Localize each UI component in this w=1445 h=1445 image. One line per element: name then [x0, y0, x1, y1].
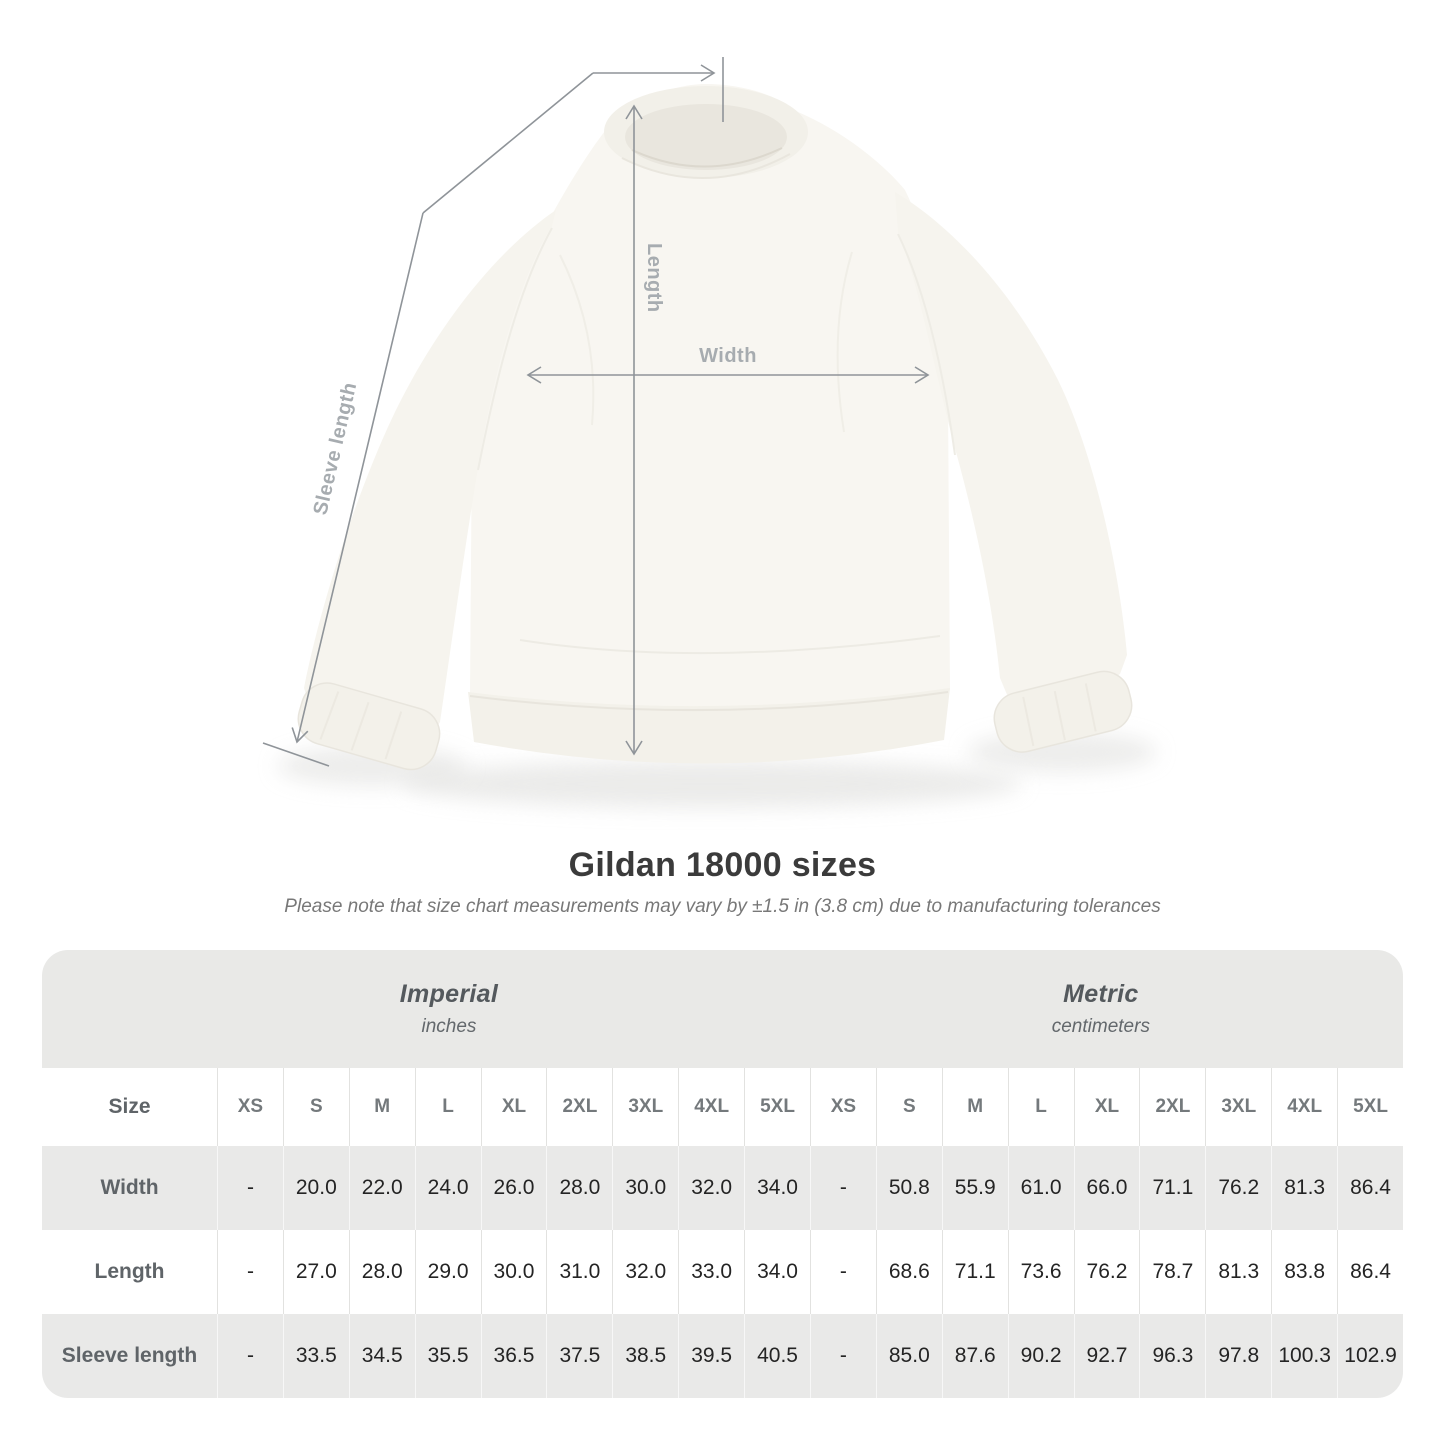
- width-label: Width: [699, 345, 757, 367]
- size-table-grid: Size XS S M L XL 2XL 3XL 4XL 5XL XS S M L XL 2XL 3XL 4XL 5…: [42, 1068, 1403, 1398]
- tolerance-note: Please note that size chart measurements…: [284, 896, 1161, 917]
- size-header: L: [414, 1068, 481, 1146]
- unit-group-imperial: Imperial inches: [400, 980, 498, 1038]
- cell-value: 26.0: [480, 1146, 547, 1230]
- cell-value: 81.3: [1205, 1230, 1272, 1314]
- cell-value: 37.5: [546, 1314, 613, 1398]
- size-header: M: [348, 1068, 415, 1146]
- cell-value: 31.0: [546, 1230, 613, 1314]
- cell-value: 38.5: [612, 1314, 679, 1398]
- cell-value: 78.7: [1139, 1230, 1206, 1314]
- size-header: 3XL: [612, 1068, 679, 1146]
- cell-value: 100.3: [1271, 1314, 1338, 1398]
- sleeve-length-label: Sleeve length: [309, 380, 361, 517]
- cell-value: 96.3: [1139, 1314, 1206, 1398]
- size-header: L: [1007, 1068, 1074, 1146]
- cell-value: 50.8: [875, 1146, 942, 1230]
- cell-value: -: [217, 1146, 283, 1230]
- cell-value: 90.2: [1007, 1314, 1074, 1398]
- cell-value: 39.5: [678, 1314, 745, 1398]
- size-header: XL: [480, 1068, 547, 1146]
- cell-value: -: [217, 1230, 283, 1314]
- row-label: Width: [42, 1146, 217, 1230]
- cell-value: 27.0: [282, 1230, 349, 1314]
- right-cuff: [993, 670, 1133, 753]
- cell-value: -: [809, 1314, 876, 1398]
- cell-value: 34.0: [744, 1146, 810, 1230]
- cell-value: 30.0: [612, 1146, 679, 1230]
- cell-value: 29.0: [414, 1230, 481, 1314]
- cell-value: -: [217, 1314, 283, 1398]
- cell-value: 66.0: [1073, 1146, 1140, 1230]
- size-header: 2XL: [1139, 1068, 1206, 1146]
- cell-value: 33.0: [678, 1230, 745, 1314]
- size-header: 4XL: [678, 1068, 745, 1146]
- cell-value: 35.5: [414, 1314, 481, 1398]
- size-column-header: Size: [42, 1068, 217, 1146]
- size-header: 5XL: [1337, 1068, 1403, 1146]
- cell-value: 61.0: [1007, 1146, 1074, 1230]
- cell-value: 86.4: [1337, 1230, 1403, 1314]
- cell-value: 32.0: [678, 1146, 745, 1230]
- page-title: Gildan 18000 sizes: [568, 846, 877, 884]
- sweatshirt-diagram: Length Width Sleeve length: [262, 57, 1157, 808]
- size-header: XS: [217, 1068, 283, 1146]
- size-header: S: [282, 1068, 349, 1146]
- size-header: 2XL: [546, 1068, 613, 1146]
- size-table: Imperial inches Metric centimeters Size X…: [42, 950, 1403, 1398]
- cell-value: 22.0: [348, 1146, 415, 1230]
- cell-value: 83.8: [1271, 1230, 1338, 1314]
- unit-group-metric: Metric centimeters: [1052, 980, 1150, 1038]
- cell-value: 73.6: [1007, 1230, 1074, 1314]
- cell-value: 20.0: [282, 1146, 349, 1230]
- cell-value: 28.0: [348, 1230, 415, 1314]
- unit-group-unit: centimeters: [1051, 1016, 1150, 1037]
- size-header: XS: [809, 1068, 876, 1146]
- sleeve-measure-line-upper: [422, 72, 594, 214]
- cell-value: -: [809, 1146, 876, 1230]
- size-header: 4XL: [1271, 1068, 1338, 1146]
- cell-value: 97.8: [1205, 1314, 1272, 1398]
- cell-value: 30.0: [480, 1230, 547, 1314]
- cell-value: 24.0: [414, 1146, 481, 1230]
- cell-value: 92.7: [1073, 1314, 1140, 1398]
- size-header: S: [875, 1068, 942, 1146]
- size-header: M: [941, 1068, 1008, 1146]
- cell-value: 68.6: [875, 1230, 942, 1314]
- size-header: 5XL: [744, 1068, 810, 1146]
- cell-value: 36.5: [480, 1314, 547, 1398]
- measurement-lines: [262, 57, 930, 767]
- cell-value: 81.3: [1271, 1146, 1338, 1230]
- length-label: Length: [643, 243, 665, 313]
- cell-value: -: [809, 1230, 876, 1314]
- unit-group-name: Imperial: [399, 980, 499, 1008]
- cell-value: 76.2: [1073, 1230, 1140, 1314]
- size-header: XL: [1073, 1068, 1140, 1146]
- unit-group-name: Metric: [1063, 980, 1139, 1008]
- row-label: Sleeve length: [42, 1314, 217, 1398]
- sweatshirt-image: [297, 84, 1133, 771]
- cell-value: 34.0: [744, 1230, 810, 1314]
- cell-value: 28.0: [546, 1146, 613, 1230]
- cell-value: 102.9: [1337, 1314, 1403, 1398]
- row-label: Length: [42, 1230, 217, 1314]
- cell-value: 87.6: [941, 1314, 1008, 1398]
- cell-value: 76.2: [1205, 1146, 1272, 1230]
- size-header: 3XL: [1205, 1068, 1272, 1146]
- left-cuff: [297, 682, 441, 771]
- sleeve-measure-line-lower: [291, 212, 424, 744]
- sleeve-end-tick: [262, 742, 330, 767]
- cell-value: 86.4: [1337, 1146, 1403, 1230]
- cell-value: 32.0: [612, 1230, 679, 1314]
- cell-value: 55.9: [941, 1146, 1008, 1230]
- cell-value: 85.0: [875, 1314, 942, 1398]
- unit-group-unit: inches: [421, 1016, 477, 1037]
- cell-value: 33.5: [282, 1314, 349, 1398]
- cell-value: 40.5: [744, 1314, 810, 1398]
- cell-value: 71.1: [941, 1230, 1008, 1314]
- cell-value: 34.5: [348, 1314, 415, 1398]
- cell-value: 71.1: [1139, 1146, 1206, 1230]
- units-header-band: Imperial inches Metric centimeters: [42, 950, 1403, 1068]
